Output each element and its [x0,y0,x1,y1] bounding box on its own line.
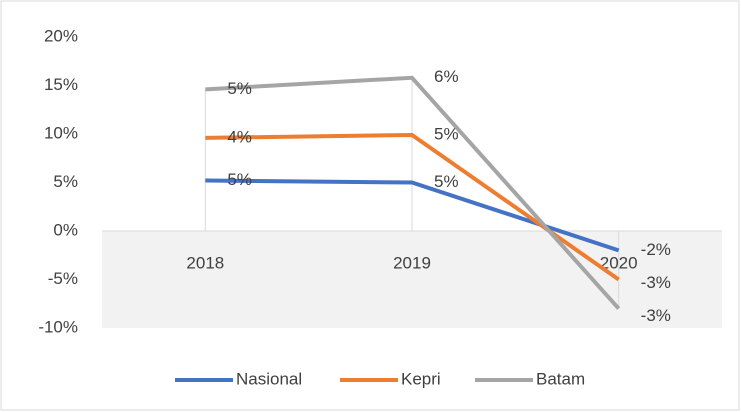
x-tick-label: 2020 [600,253,638,272]
data-label: -2% [641,240,671,259]
legend-label: Batam [536,369,585,388]
line-series [205,178,620,253]
x-tick-label: 2018 [186,253,224,272]
line-series [205,75,621,310]
y-tick-label: -10% [38,317,78,336]
legend-label: Kepri [401,369,441,388]
y-tick-label: 15% [44,75,78,94]
data-label: 5% [434,124,459,143]
data-label: 5% [227,79,252,98]
y-tick-label: 20% [44,26,78,45]
legend-label: Nasional [236,369,302,388]
data-label: -3% [641,306,671,325]
data-label: 6% [434,67,459,86]
y-tick-label: 0% [53,220,78,239]
x-tick-label: 2019 [393,253,431,272]
data-label: 5% [434,172,459,191]
data-label: -3% [641,273,671,292]
y-tick-label: 5% [53,172,78,191]
data-label: 5% [227,170,252,189]
data-label: 4% [227,127,252,146]
y-tick-label: -5% [48,269,78,288]
negative-area [102,231,722,328]
y-tick-label: 10% [44,123,78,142]
